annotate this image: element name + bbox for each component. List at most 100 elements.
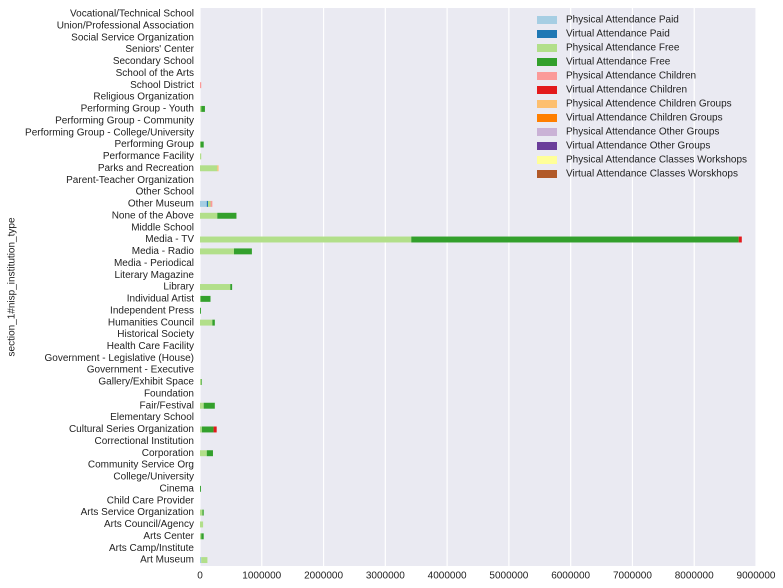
bar-segment (200, 426, 202, 433)
bar-segment (217, 165, 219, 172)
legend-swatch (537, 58, 557, 66)
bar-segment (200, 307, 201, 314)
bar-segment (200, 165, 218, 172)
legend-label: Physical Attendance Children (566, 71, 696, 82)
bar-segment (200, 248, 234, 255)
y-tick-label: Gallery/Exhibit Space (98, 377, 194, 388)
bar-segment (411, 236, 739, 243)
bar-segment (200, 141, 204, 148)
y-tick-label: Government - Legislative (House) (44, 353, 194, 364)
legend-label: Physical Attendence Children Groups (566, 99, 732, 110)
y-tick-label: Other Museum (128, 199, 194, 210)
y-tick-label: Performing Group - Youth (81, 104, 194, 115)
x-tick-label: 1000000 (242, 571, 281, 582)
bar-segment (200, 521, 204, 528)
bar-segment (200, 200, 207, 207)
x-tick-label: 9000000 (737, 571, 776, 582)
bar-segment (203, 402, 215, 409)
y-tick-label: Other School (136, 187, 194, 198)
bar-segment (200, 509, 203, 516)
y-tick-label: Middle School (131, 222, 194, 233)
bar-segment (200, 236, 412, 243)
x-tick-label: 8000000 (675, 571, 714, 582)
legend-label: Virtual Attendance Free (566, 57, 671, 68)
bar-segment (233, 248, 252, 255)
bar-segment (200, 319, 213, 326)
y-tick-label: Performance Facility (103, 151, 194, 162)
plot-area (200, 8, 756, 566)
y-tick-label: Independent Press (110, 305, 194, 316)
legend-swatch (537, 128, 557, 136)
y-tick-label: Arts Service Organization (81, 507, 194, 518)
y-tick-label: School of the Arts (116, 68, 194, 79)
y-tick-label: Community Service Org (88, 460, 194, 471)
y-tick-label: Performing Group - Community (55, 115, 194, 126)
y-tick-label: Arts Council/Agency (104, 519, 194, 530)
y-tick-label: Historical Society (117, 329, 194, 340)
bar-segment (200, 212, 218, 219)
legend-label: Virtual Attendance Children (566, 85, 687, 96)
bar-segment (738, 236, 742, 243)
bar-segment (200, 485, 201, 492)
bar-segment (202, 509, 204, 516)
x-tick-label: 2000000 (304, 571, 343, 582)
x-tick-label: 0 (197, 571, 203, 582)
bar-segment (200, 295, 201, 302)
y-tick-label: Cinema (160, 483, 195, 494)
y-tick-label: Religious Organization (93, 92, 194, 103)
y-tick-label: Humanities Council (108, 317, 194, 328)
y-tick-label: Elementary School (110, 412, 194, 423)
x-tick-label: 4000000 (428, 571, 467, 582)
bar-segment (200, 153, 202, 160)
legend-label: Physical Attendance Classes Workshops (566, 155, 747, 166)
bar-segment (200, 295, 211, 302)
y-tick-label: Health Care Facility (107, 341, 194, 352)
bar-segment (210, 200, 213, 207)
y-tick-label: Union/Professional Association (57, 20, 194, 31)
y-tick-label: Media - Radio (132, 246, 195, 257)
legend-label: Physical Attendance Free (566, 43, 680, 54)
legend-swatch (537, 142, 557, 150)
bar-segment (200, 557, 202, 564)
bar-segment (208, 200, 211, 207)
y-tick-label: None of the Above (112, 210, 195, 221)
y-tick-label: Performing Group (115, 139, 195, 150)
y-tick-label: Media - TV (145, 234, 194, 245)
y-tick-label: Individual Artist (127, 294, 194, 305)
y-tick-label: Parent-Teacher Organization (66, 175, 194, 186)
y-tick-label: Government - Executive (87, 365, 195, 376)
legend-label: Physical Attendance Other Groups (566, 127, 719, 138)
bar-segment (200, 533, 202, 540)
legend-swatch (537, 114, 557, 122)
legend-swatch (537, 170, 557, 178)
x-tick-label: 6000000 (551, 571, 590, 582)
legend-label: Virtual Attendance Other Groups (566, 141, 710, 152)
y-tick-label: College/University (113, 472, 194, 483)
y-tick-label: Media - Periodical (114, 258, 194, 269)
y-tick-label: Child Care Provider (107, 495, 195, 506)
bar-segment (201, 557, 208, 564)
x-tick-label: 5000000 (489, 571, 528, 582)
y-tick-label: Seniors' Center (125, 44, 194, 55)
legend-swatch (537, 86, 557, 94)
legend-swatch (537, 156, 557, 164)
y-tick-label: Fair/Festival (140, 400, 194, 411)
legend-label: Virtual Attendance Children Groups (566, 113, 723, 124)
bar-segment (200, 105, 202, 112)
y-tick-label: Vocational/Technical School (70, 9, 194, 20)
y-tick-label: Library (163, 282, 194, 293)
bar-segment (212, 319, 215, 326)
bar-segment (213, 426, 217, 433)
y-tick-label: Arts Camp/Institute (109, 543, 194, 554)
y-tick-label: Corporation (142, 448, 194, 459)
bar-segment (206, 200, 209, 207)
y-tick-label: Arts Center (143, 531, 194, 542)
legend-label: Physical Attendance Paid (566, 15, 679, 26)
x-tick-label: 3000000 (366, 571, 405, 582)
legend-label: Virtual Attendance Paid (566, 29, 670, 40)
bar-segment (200, 379, 202, 385)
legend-swatch (537, 44, 557, 52)
legend-swatch (537, 72, 557, 80)
legend-label: Virtual Attendance Classes Worskhops (566, 169, 738, 180)
